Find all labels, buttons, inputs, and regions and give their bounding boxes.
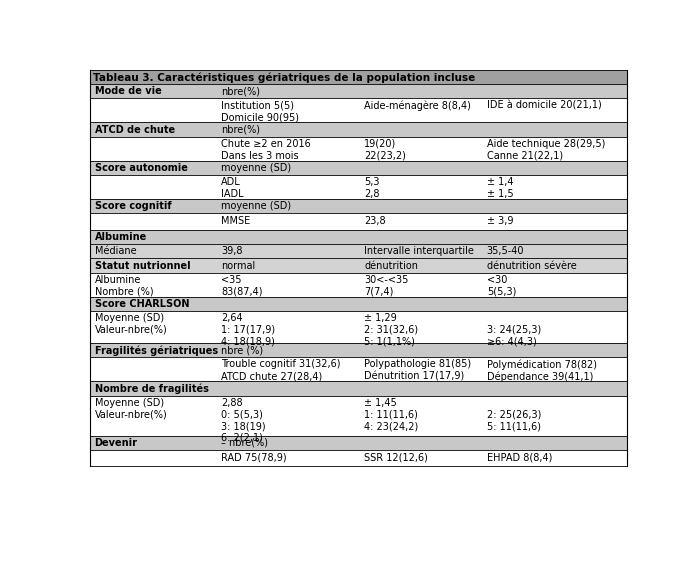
- Text: 39,8: 39,8: [221, 246, 242, 256]
- Bar: [90, 297, 627, 311]
- Text: RAD 75(78,9): RAD 75(78,9): [221, 452, 286, 462]
- Text: Intervalle interquartile: Intervalle interquartile: [364, 246, 474, 256]
- Bar: [90, 244, 627, 258]
- Text: ± 1,29
2: 31(32,6)
5: 1(1,1%): ± 1,29 2: 31(32,6) 5: 1(1,1%): [364, 314, 419, 346]
- Bar: [90, 137, 627, 161]
- Text: Moyenne (SD)
Valeur-nbre(%): Moyenne (SD) Valeur-nbre(%): [94, 314, 167, 335]
- Text: EHPAD 8(8,4): EHPAD 8(8,4): [486, 452, 552, 462]
- Text: Nombre de fragilités: Nombre de fragilités: [94, 383, 209, 394]
- Text: Institution 5(5)
Domicile 90(95): Institution 5(5) Domicile 90(95): [221, 101, 299, 122]
- Text: Aide technique 28(29,5)
Canne 21(22,1): Aide technique 28(29,5) Canne 21(22,1): [486, 139, 606, 161]
- Text: 30<-<35
7(7,4): 30<-<35 7(7,4): [364, 275, 409, 297]
- Text: Devenir: Devenir: [94, 438, 138, 448]
- Bar: [90, 396, 627, 436]
- Bar: [90, 230, 627, 244]
- Text: 23,8: 23,8: [364, 216, 386, 226]
- Bar: [90, 357, 627, 381]
- Bar: [90, 213, 627, 230]
- Bar: [90, 84, 627, 98]
- Text: Trouble cognitif 31(32,6)
ATCD chute 27(28,4): Trouble cognitif 31(32,6) ATCD chute 27(…: [221, 359, 340, 381]
- Text: Médiane: Médiane: [94, 246, 136, 256]
- Bar: [90, 343, 627, 357]
- Bar: [90, 98, 627, 122]
- Text: 35,5-40: 35,5-40: [486, 246, 524, 256]
- Text: 2: 25(26,3)
5: 11(11,6): 2: 25(26,3) 5: 11(11,6): [486, 398, 541, 431]
- Text: normal: normal: [221, 260, 255, 271]
- Text: Chute ≥2 en 2016
Dans les 3 mois: Chute ≥2 en 2016 Dans les 3 mois: [221, 139, 311, 161]
- Text: Mode de vie: Mode de vie: [94, 86, 161, 96]
- Text: ± 1,4
± 1,5: ± 1,4 ± 1,5: [486, 177, 513, 199]
- Text: ATCD de chute: ATCD de chute: [94, 125, 175, 135]
- Text: 3: 24(25,3)
≥6: 4(4,3): 3: 24(25,3) ≥6: 4(4,3): [486, 314, 541, 346]
- Text: Score autonomie: Score autonomie: [94, 163, 188, 173]
- Bar: [90, 273, 627, 297]
- Text: Moyenne (SD)
Valeur-nbre(%): Moyenne (SD) Valeur-nbre(%): [94, 398, 167, 419]
- Text: moyenne (SD): moyenne (SD): [221, 201, 291, 211]
- Text: ± 3,9: ± 3,9: [486, 216, 513, 226]
- Bar: [90, 381, 627, 396]
- Text: <30
5(5,3): <30 5(5,3): [486, 275, 516, 297]
- Bar: [90, 199, 627, 213]
- Text: 19(20)
22(23,2): 19(20) 22(23,2): [364, 139, 406, 161]
- Text: Aide-ménagère 8(8,4): Aide-ménagère 8(8,4): [364, 101, 471, 111]
- Text: Score cognitif: Score cognitif: [94, 201, 172, 211]
- Bar: [90, 175, 627, 199]
- Text: ± 1,45
1: 11(11,6)
4: 23(24,2): ± 1,45 1: 11(11,6) 4: 23(24,2): [364, 398, 419, 431]
- Text: Statut nutrionnel: Statut nutrionnel: [94, 260, 190, 271]
- Bar: [90, 70, 627, 84]
- Bar: [90, 450, 627, 466]
- Text: nbre (%): nbre (%): [221, 345, 263, 355]
- Text: MMSE: MMSE: [221, 216, 250, 226]
- Text: SSR 12(12,6): SSR 12(12,6): [364, 452, 428, 462]
- Text: Tableau 3. Caractéristiques gériatriques de la population incluse: Tableau 3. Caractéristiques gériatriques…: [93, 72, 475, 83]
- Text: IDE à domicile 20(21,1): IDE à domicile 20(21,1): [486, 101, 601, 110]
- Text: Fragilités gériatriques: Fragilités gériatriques: [94, 345, 218, 355]
- Bar: [90, 122, 627, 137]
- Text: 5,3
2,8: 5,3 2,8: [364, 177, 379, 199]
- Text: Score CHARLSON: Score CHARLSON: [94, 299, 189, 309]
- Text: <35
83(87,4): <35 83(87,4): [221, 275, 262, 297]
- Text: Albumine
Nombre (%): Albumine Nombre (%): [94, 275, 153, 297]
- Text: dénutrition sévère: dénutrition sévère: [486, 260, 577, 271]
- Text: 2,64
1: 17(17,9)
4: 18(18,9): 2,64 1: 17(17,9) 4: 18(18,9): [221, 314, 275, 346]
- Text: nbre(%): nbre(%): [221, 125, 260, 135]
- Bar: [90, 161, 627, 175]
- Text: Albumine: Albumine: [94, 232, 147, 242]
- Text: Polypathologie 81(85)
Dénutrition 17(17,9): Polypathologie 81(85) Dénutrition 17(17,…: [364, 359, 471, 381]
- Text: Polymédication 78(82)
Dépendance 39(41,1): Polymédication 78(82) Dépendance 39(41,1…: [486, 359, 597, 382]
- Bar: [90, 436, 627, 450]
- Text: 2,88
0: 5(5,3)
3: 18(19)
6: 2(2,1): 2,88 0: 5(5,3) 3: 18(19) 6: 2(2,1): [221, 398, 265, 443]
- Text: dénutrition: dénutrition: [364, 260, 418, 271]
- Text: moyenne (SD): moyenne (SD): [221, 163, 291, 173]
- Bar: [90, 311, 627, 343]
- Text: nbre(%): nbre(%): [221, 86, 260, 96]
- Text: – nbre(%): – nbre(%): [221, 438, 268, 448]
- Text: ADL
IADL: ADL IADL: [221, 177, 244, 199]
- Bar: [90, 258, 627, 273]
